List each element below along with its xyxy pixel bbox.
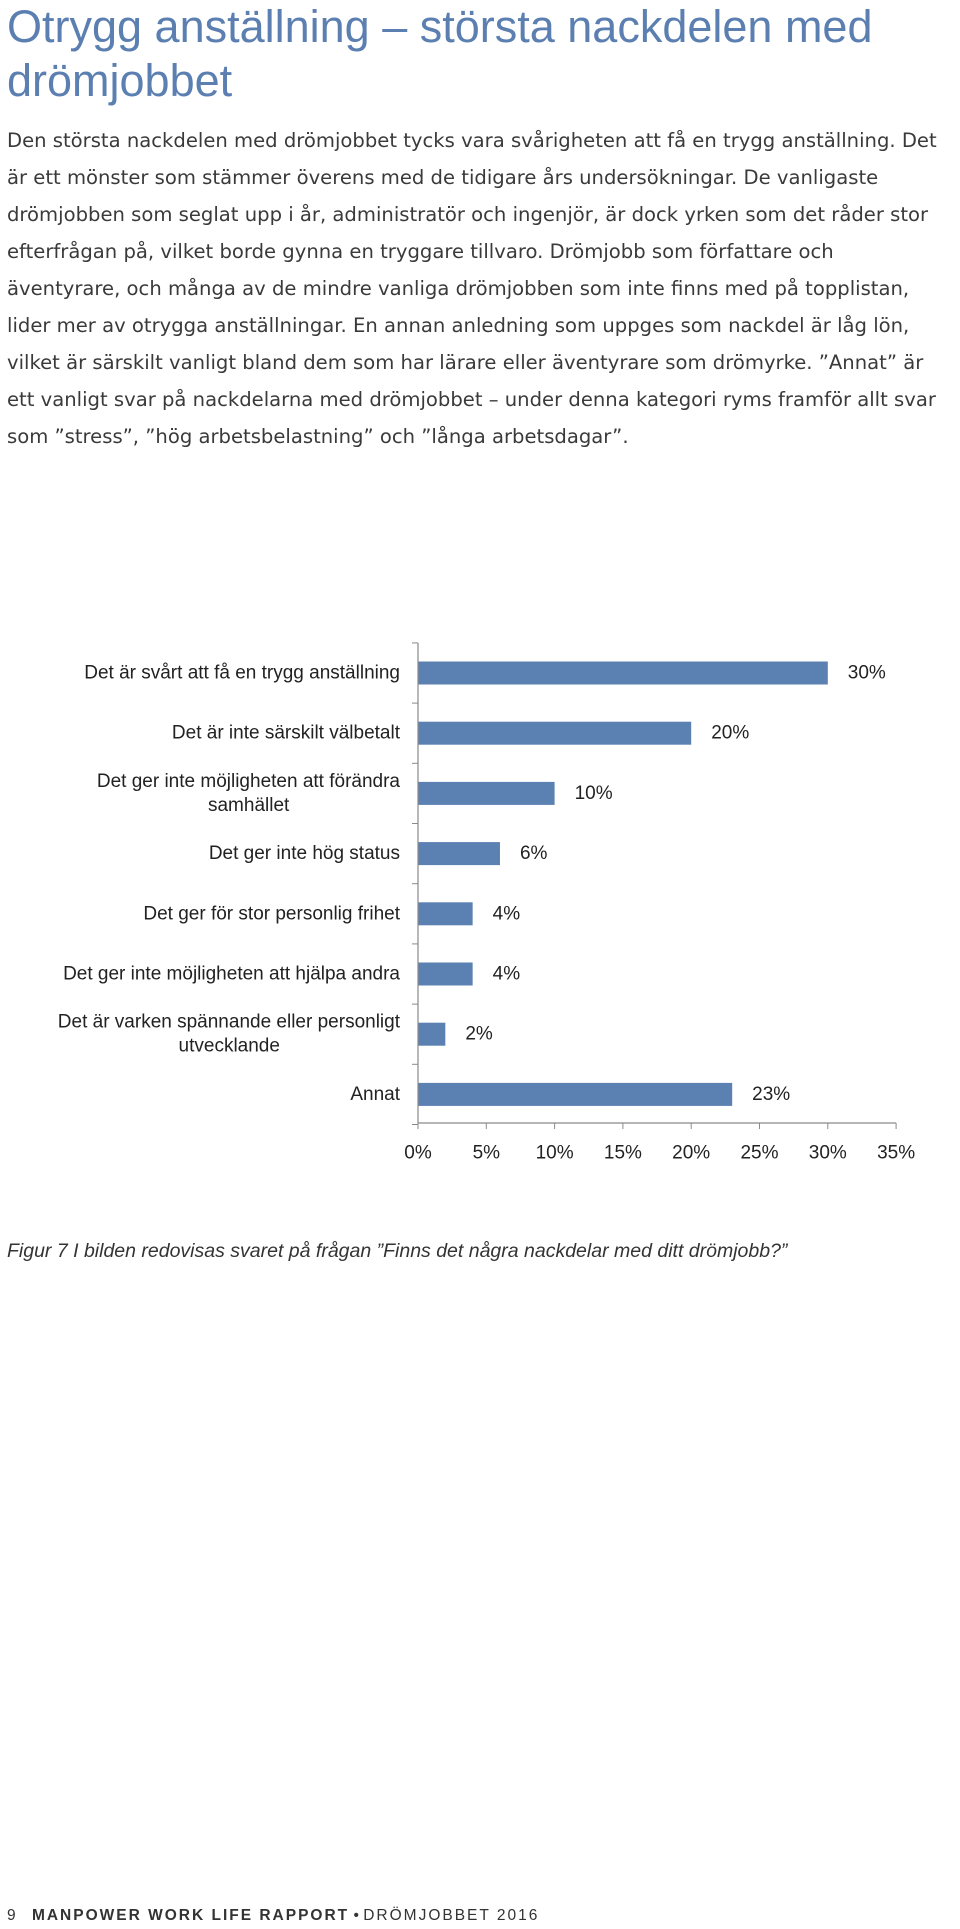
figure-caption: Figur 7 I bilden redovisas svaret på frå… bbox=[7, 1240, 788, 1262]
bar bbox=[418, 902, 473, 926]
bar bbox=[418, 1022, 446, 1046]
page-title: Otrygg anställning – största nackdelen m… bbox=[7, 1, 873, 106]
category-label: utvecklande bbox=[179, 1036, 280, 1057]
category-label: Annat bbox=[350, 1084, 400, 1105]
page-number: 9 bbox=[7, 1907, 16, 1924]
body-paragraph: Den största nackdelen med drömjobbet tyc… bbox=[7, 129, 937, 448]
footer-separator: • bbox=[353, 1907, 359, 1924]
value-label: 10% bbox=[575, 783, 613, 804]
category-label: Det ger inte möjligheten att hjälpa andr… bbox=[63, 964, 400, 985]
category-label: Det är inte särskilt välbetalt bbox=[172, 723, 401, 744]
x-tick-label: 0% bbox=[404, 1143, 432, 1164]
category-label: Det är svårt att få en trygg anställning bbox=[84, 663, 400, 684]
value-label: 4% bbox=[493, 964, 521, 985]
bar bbox=[418, 1082, 733, 1106]
value-label: 30% bbox=[848, 663, 886, 684]
value-label: 4% bbox=[493, 903, 521, 924]
x-tick-label: 20% bbox=[672, 1143, 710, 1164]
x-tick-label: 25% bbox=[740, 1143, 778, 1164]
category-label: Det är varken spännande eller personligt bbox=[58, 1012, 401, 1033]
category-label: Det ger för stor personlig frihet bbox=[143, 903, 400, 924]
category-label: Det ger inte möjligheten att förändra bbox=[97, 771, 401, 792]
x-tick-label: 30% bbox=[809, 1143, 847, 1164]
x-tick-label: 35% bbox=[877, 1143, 915, 1164]
bar bbox=[418, 721, 692, 745]
bar bbox=[418, 781, 555, 805]
bar bbox=[418, 962, 473, 986]
bar-chart: Det är svårt att få en trygg anställning… bbox=[58, 642, 915, 1164]
footer-subtitle: DRÖMJOBBET 2016 bbox=[363, 1907, 540, 1924]
x-tick-label: 15% bbox=[604, 1143, 642, 1164]
value-label: 6% bbox=[520, 843, 548, 864]
page-footer: 9 MANPOWER WORK LIFE RAPPORT • DRÖMJOBBE… bbox=[7, 1907, 539, 1925]
category-label: Det ger inte hög status bbox=[209, 843, 400, 864]
value-label: 23% bbox=[752, 1084, 790, 1105]
footer-brand: MANPOWER WORK LIFE RAPPORT bbox=[31, 1907, 350, 1924]
value-label: 2% bbox=[465, 1024, 493, 1045]
bar bbox=[418, 842, 500, 866]
bar bbox=[418, 661, 828, 685]
category-label: samhället bbox=[208, 795, 290, 816]
x-tick-label: 10% bbox=[536, 1143, 574, 1164]
x-tick-label: 5% bbox=[473, 1143, 501, 1164]
value-label: 20% bbox=[711, 723, 749, 744]
